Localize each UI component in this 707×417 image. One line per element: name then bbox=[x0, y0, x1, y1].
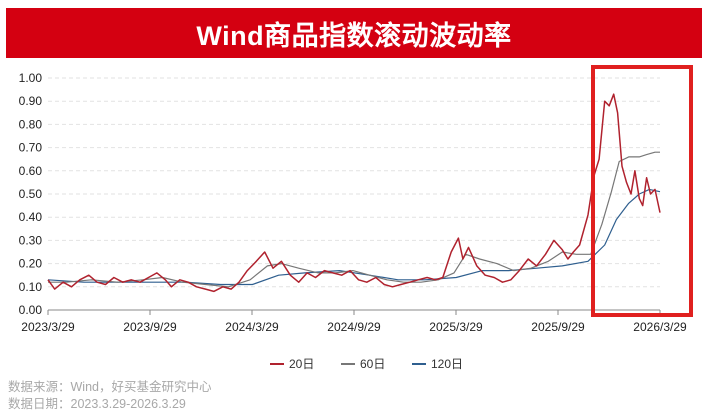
series-line-120日 bbox=[47, 188, 661, 286]
y-tick-label: 0.40 bbox=[19, 210, 43, 224]
x-axis: 2023/3/29 2023/9/29 2024/3/29 2024/9/29 2025… bbox=[21, 309, 687, 334]
y-tick-label: 0.80 bbox=[19, 117, 43, 131]
y-tick-label: 0.00 bbox=[19, 303, 43, 317]
x-tick-label: 2024/9/29 bbox=[327, 320, 381, 334]
x-tick-label: 2023/3/29 bbox=[21, 320, 75, 334]
series-lines bbox=[47, 93, 661, 293]
legend: 20日 60日 120日 bbox=[270, 357, 463, 371]
x-tick-label: 2026/3/29 bbox=[633, 320, 687, 334]
legend-label: 60日 bbox=[360, 357, 385, 371]
highlight-box bbox=[591, 65, 693, 317]
x-tick-label: 2025/3/29 bbox=[429, 320, 483, 334]
legend-label: 20日 bbox=[289, 357, 314, 371]
source-note: 数据来源：Wind，好买基金研究中心 bbox=[8, 380, 212, 394]
y-tick-label: 0.90 bbox=[19, 94, 43, 108]
legend-label: 120日 bbox=[431, 357, 463, 371]
y-tick-label: 0.70 bbox=[19, 141, 43, 155]
y-tick-label: 1.00 bbox=[19, 71, 43, 85]
series-line-60日 bbox=[48, 151, 660, 288]
x-tick-label: 2023/9/29 bbox=[123, 320, 177, 334]
y-tick-label: 0.50 bbox=[19, 187, 43, 201]
date-range-note: 数据日期：2023.3.29-2026.3.29 bbox=[8, 397, 186, 411]
series-line-20日 bbox=[47, 93, 661, 293]
grid-lines bbox=[48, 77, 660, 288]
chart-title: Wind商品指数滚动波动率 bbox=[196, 20, 512, 51]
y-tick-label: 0.60 bbox=[19, 164, 43, 178]
x-tick-label: 2024/3/29 bbox=[225, 320, 279, 334]
y-tick-label: 0.30 bbox=[19, 233, 43, 247]
y-tick-label: 0.10 bbox=[19, 280, 43, 294]
y-axis-tick-labels: 0.00 0.10 0.20 0.30 0.40 0.50 0.60 0.70 0.80 0.90… bbox=[19, 71, 43, 317]
x-tick-label: 2025/9/29 bbox=[531, 320, 585, 334]
chart-title-banner: Wind商品指数滚动波动率 bbox=[6, 8, 702, 58]
y-tick-label: 0.20 bbox=[19, 257, 43, 271]
